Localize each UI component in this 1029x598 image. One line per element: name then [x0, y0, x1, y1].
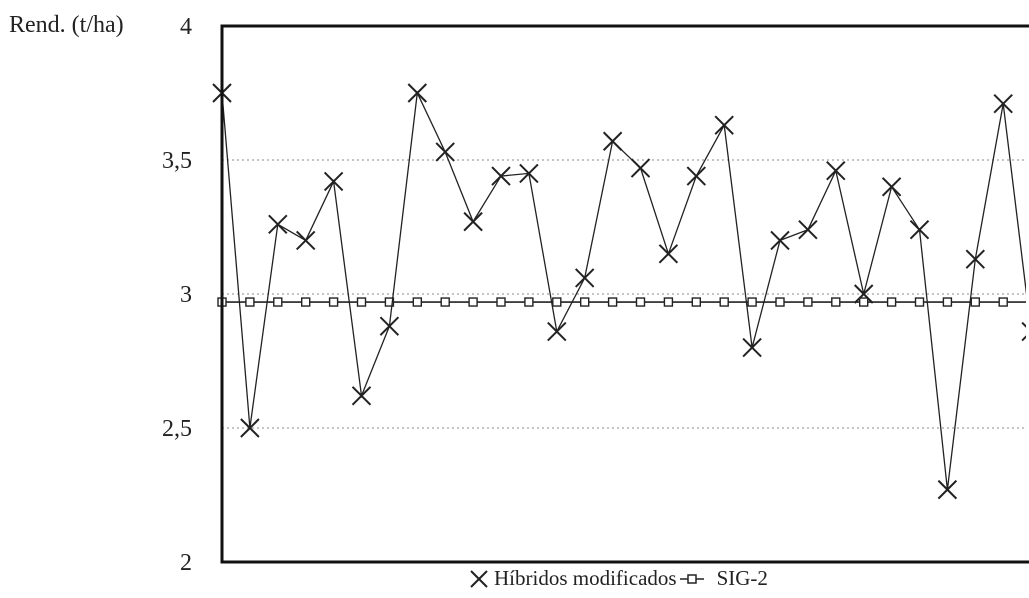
- x-marker-icon: [470, 569, 488, 588]
- plot-area: [212, 83, 1026, 500]
- data-point-hibridos: [937, 479, 958, 500]
- data-point-hibridos: [519, 163, 539, 184]
- data-point-hibridos: [240, 418, 260, 438]
- series-line-hibridos: [221, 90, 1026, 490]
- series-layer: [212, 83, 1026, 500]
- y-tick-label: 2,5: [162, 416, 192, 442]
- data-point-hibridos: [491, 166, 511, 186]
- data-point-hibridos: [351, 386, 372, 406]
- legend-item-sig2: SIG-2: [679, 566, 768, 591]
- data-point-hibridos: [686, 166, 707, 186]
- data-point-sig2: [998, 297, 1008, 307]
- data-point-sig2: [468, 297, 478, 307]
- data-point-sig2: [496, 297, 506, 307]
- data-point-hibridos: [602, 131, 623, 151]
- data-point-sig2: [747, 297, 757, 307]
- data-point-hibridos: [658, 244, 679, 264]
- data-point-hibridos: [853, 284, 874, 304]
- data-point-hibridos: [574, 268, 595, 288]
- data-point-sig2: [775, 297, 785, 307]
- square-marker-icon: [679, 573, 704, 584]
- data-point-hibridos: [714, 115, 734, 135]
- data-point-hibridos: [770, 230, 790, 251]
- data-point-sig2: [301, 297, 311, 307]
- data-point-sig2: [942, 297, 953, 307]
- data-point-sig2: [412, 297, 422, 307]
- data-point-hibridos: [742, 337, 762, 358]
- legend-label-hibridos: Híbridos modificados: [494, 566, 677, 590]
- data-point-sig2: [663, 297, 674, 307]
- data-point-sig2: [691, 297, 701, 307]
- data-point-sig2: [635, 297, 646, 307]
- data-point-sig2: [440, 297, 450, 307]
- legend-item-hibridos: Híbridos modificados: [468, 566, 677, 591]
- data-point-hibridos: [630, 158, 651, 178]
- data-point-hibridos: [435, 142, 455, 162]
- data-point-sig2: [970, 297, 980, 307]
- data-point-sig2: [273, 297, 283, 307]
- data-point-sig2: [803, 297, 813, 307]
- data-point-sig2: [245, 297, 255, 307]
- data-point-hibridos: [547, 321, 567, 342]
- data-point-sig2: [859, 297, 869, 307]
- data-point-hibridos: [1021, 321, 1026, 342]
- data-point-hibridos: [407, 83, 428, 103]
- data-point-hibridos: [379, 316, 400, 336]
- y-tick-label: 4: [180, 14, 192, 40]
- y-tick-label: 3,5: [162, 148, 192, 174]
- data-point-hibridos: [993, 94, 1013, 114]
- data-point-hibridos: [798, 219, 818, 240]
- data-point-sig2: [524, 297, 534, 307]
- legend-label-sig2: SIG-2: [716, 566, 768, 590]
- data-point-hibridos: [295, 230, 316, 251]
- data-point-sig2: [580, 297, 590, 307]
- data-point-hibridos: [323, 171, 344, 192]
- grid-lines: [222, 159, 1026, 429]
- y-tick-label: 3: [180, 282, 192, 308]
- y-tick-labels: 2 2,5 3 3,5 4: [162, 14, 192, 576]
- y-tick-label: 2: [180, 550, 192, 576]
- legend: Híbridos modificados SIG-2: [468, 566, 768, 591]
- data-point-sig2: [719, 297, 729, 307]
- data-point-sig2: [356, 297, 367, 307]
- data-point-hibridos: [965, 249, 986, 269]
- plot-frame: [220, 24, 1029, 564]
- data-point-hibridos: [268, 214, 288, 235]
- data-point-sig2: [328, 297, 339, 307]
- data-point-sig2: [552, 297, 562, 307]
- y-axis-label: Rend. (t/ha): [9, 12, 124, 38]
- data-point-sig2: [914, 297, 925, 307]
- data-point-sig2: [384, 297, 395, 307]
- data-point-hibridos: [826, 161, 846, 181]
- data-point-hibridos: [881, 177, 902, 197]
- data-point-sig2: [831, 297, 841, 307]
- data-point-sig2: [607, 297, 618, 307]
- data-point-hibridos: [463, 211, 483, 232]
- data-point-hibridos: [909, 219, 930, 240]
- data-point-sig2: [886, 297, 897, 307]
